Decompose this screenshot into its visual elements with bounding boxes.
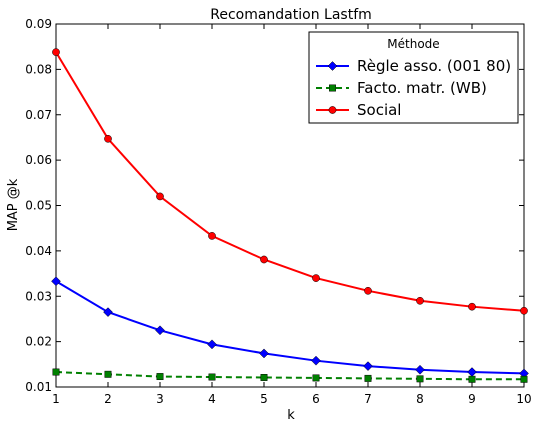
data-point [156, 192, 164, 201]
data-point [260, 374, 268, 381]
x-tick-label: 6 [312, 392, 320, 406]
x-tick-label: 9 [468, 392, 476, 406]
legend-entry-label: Règle asso. (001 80) [357, 57, 511, 75]
x-tick-label: 2 [104, 392, 112, 406]
data-point [207, 339, 217, 350]
data-point [156, 373, 164, 381]
y-axis-title: MAP @k [6, 178, 21, 231]
y-tick-label: 0.02 [25, 335, 52, 349]
y-tick-label: 0.08 [25, 62, 52, 76]
legend-marker [329, 84, 336, 92]
data-point [363, 361, 373, 371]
legend-marker [328, 106, 337, 114]
data-point [364, 374, 372, 382]
legend: Méthode Règle asso. (001 80) Facto. matr. … [308, 31, 519, 124]
legend-marker [327, 61, 338, 71]
data-point [259, 348, 269, 359]
x-tick-label: 5 [260, 392, 268, 406]
data-point [468, 375, 476, 383]
x-tick-label: 7 [364, 392, 372, 406]
x-tick-label: 4 [208, 392, 216, 406]
series-line [55, 51, 525, 312]
series-line [55, 371, 524, 381]
data-point [155, 325, 165, 336]
data-point [208, 373, 216, 381]
series-1 [51, 276, 529, 379]
data-point [416, 296, 424, 305]
data-point [520, 375, 528, 383]
data-point [468, 302, 476, 311]
data-point [51, 276, 61, 287]
y-tick-label: 0.03 [25, 289, 52, 303]
x-tick-label: 3 [156, 392, 164, 406]
data-point [364, 286, 372, 295]
series-2 [52, 368, 528, 383]
series-3 [52, 48, 528, 315]
data-point [52, 368, 60, 376]
x-tick-label: 10 [516, 392, 531, 406]
y-tick-label: 0.05 [25, 199, 52, 213]
data-point [103, 307, 113, 317]
legend-title: Méthode [387, 37, 439, 51]
y-tick-label: 0.04 [25, 244, 52, 258]
data-point [520, 306, 528, 315]
data-point [311, 355, 321, 366]
x-tick-label: 8 [416, 392, 424, 406]
y-tick-label: 0.06 [25, 153, 52, 167]
data-point [416, 375, 424, 383]
data-point [260, 255, 268, 264]
y-tick-label: 0.07 [25, 108, 52, 122]
x-tick-label: 1 [52, 392, 60, 406]
data-point [208, 232, 216, 240]
legend-entry-label: Social [357, 101, 401, 119]
data-point [104, 370, 112, 378]
legend-box [308, 31, 519, 124]
series-line [55, 280, 525, 375]
x-axis-title: k [287, 408, 295, 421]
data-point [415, 364, 425, 375]
chart-title: Recomandation Lastfm [210, 7, 372, 23]
data-point [104, 134, 112, 143]
data-point [312, 374, 320, 382]
legend-entry-label: Facto. matr. (WB) [357, 79, 487, 97]
data-point [312, 274, 320, 282]
data-point [52, 48, 60, 56]
y-tick-label: 0.01 [25, 380, 52, 394]
y-tick-label: 0.09 [25, 17, 52, 31]
